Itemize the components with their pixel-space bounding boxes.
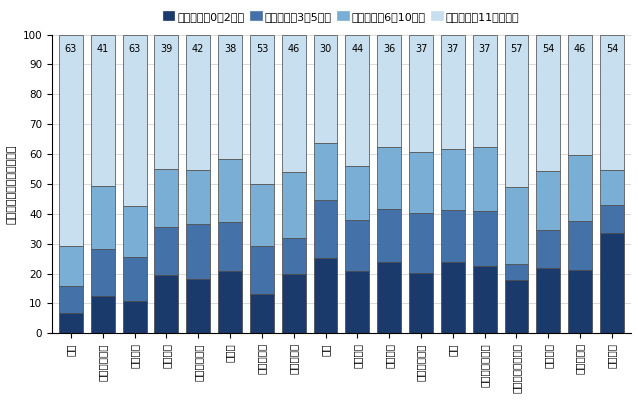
Text: 37: 37	[478, 44, 491, 54]
Text: 42: 42	[192, 44, 204, 54]
Bar	[154, 34, 179, 168]
Bar	[154, 275, 179, 333]
Bar	[91, 296, 115, 333]
Bar	[568, 34, 592, 155]
Bar	[345, 220, 369, 270]
Bar	[377, 34, 401, 147]
Bar	[250, 246, 274, 294]
Legend: 新興企業（0～2年）, 若い企業（3～5年）, 成熟企業（6～10年）, 古い企業（11年以上）: 新興企業（0～2年）, 若い企業（3～5年）, 成熟企業（6～10年）, 古い企…	[159, 7, 524, 26]
Bar	[59, 313, 83, 333]
Bar	[218, 34, 242, 159]
Bar	[186, 170, 210, 224]
Bar	[409, 34, 433, 152]
Bar	[505, 34, 528, 187]
Bar	[59, 246, 83, 286]
Bar	[600, 233, 624, 333]
Bar	[186, 224, 210, 279]
Text: 46: 46	[288, 44, 300, 54]
Bar	[568, 221, 592, 270]
Bar	[568, 155, 592, 221]
Text: 57: 57	[510, 44, 523, 54]
Bar	[345, 270, 369, 333]
Bar	[537, 171, 560, 230]
Text: 30: 30	[320, 44, 332, 54]
Bar	[218, 159, 242, 222]
Bar	[473, 266, 496, 333]
Text: 46: 46	[574, 44, 586, 54]
Bar	[505, 187, 528, 264]
Bar	[218, 271, 242, 333]
Bar	[345, 34, 369, 166]
Text: 63: 63	[128, 44, 141, 54]
Bar	[314, 200, 338, 258]
Bar	[250, 184, 274, 246]
Bar	[441, 148, 464, 210]
Bar	[59, 34, 83, 246]
Bar	[537, 268, 560, 333]
Bar	[473, 211, 496, 266]
Bar	[91, 186, 115, 248]
Bar	[345, 166, 369, 220]
Bar	[91, 34, 115, 186]
Text: 36: 36	[383, 44, 396, 54]
Bar	[600, 205, 624, 233]
Bar	[154, 227, 179, 275]
Bar	[250, 294, 274, 333]
Bar	[282, 34, 306, 172]
Bar	[186, 34, 210, 170]
Text: 39: 39	[160, 44, 172, 54]
Y-axis label: 全企業に占める割合（％）: 全企業に占める割合（％）	[7, 144, 17, 224]
Bar	[91, 248, 115, 296]
Bar	[600, 34, 624, 170]
Text: 37: 37	[447, 44, 459, 54]
Text: 53: 53	[256, 44, 268, 54]
Bar	[250, 34, 274, 184]
Bar	[314, 34, 338, 142]
Bar	[505, 264, 528, 280]
Bar	[441, 262, 464, 333]
Bar	[377, 147, 401, 209]
Text: 37: 37	[415, 44, 427, 54]
Bar	[122, 301, 147, 333]
Text: 41: 41	[96, 44, 109, 54]
Bar	[282, 172, 306, 238]
Bar	[154, 168, 179, 227]
Bar	[59, 286, 83, 313]
Bar	[122, 257, 147, 301]
Bar	[409, 212, 433, 273]
Bar	[473, 34, 496, 147]
Bar	[441, 210, 464, 262]
Bar	[409, 152, 433, 212]
Bar	[218, 222, 242, 271]
Bar	[377, 262, 401, 333]
Bar	[314, 258, 338, 333]
Bar	[282, 274, 306, 333]
Bar	[282, 238, 306, 274]
Text: 44: 44	[352, 44, 364, 54]
Bar	[186, 279, 210, 333]
Bar	[409, 273, 433, 333]
Bar	[122, 206, 147, 257]
Bar	[568, 270, 592, 333]
Bar	[473, 147, 496, 211]
Bar	[441, 34, 464, 148]
Bar	[600, 170, 624, 205]
Bar	[505, 280, 528, 333]
Bar	[314, 142, 338, 200]
Text: 38: 38	[224, 44, 236, 54]
Bar	[537, 230, 560, 268]
Bar	[537, 34, 560, 171]
Text: 63: 63	[65, 44, 77, 54]
Text: 54: 54	[542, 44, 554, 54]
Bar	[122, 34, 147, 206]
Text: 54: 54	[605, 44, 618, 54]
Bar	[377, 209, 401, 262]
